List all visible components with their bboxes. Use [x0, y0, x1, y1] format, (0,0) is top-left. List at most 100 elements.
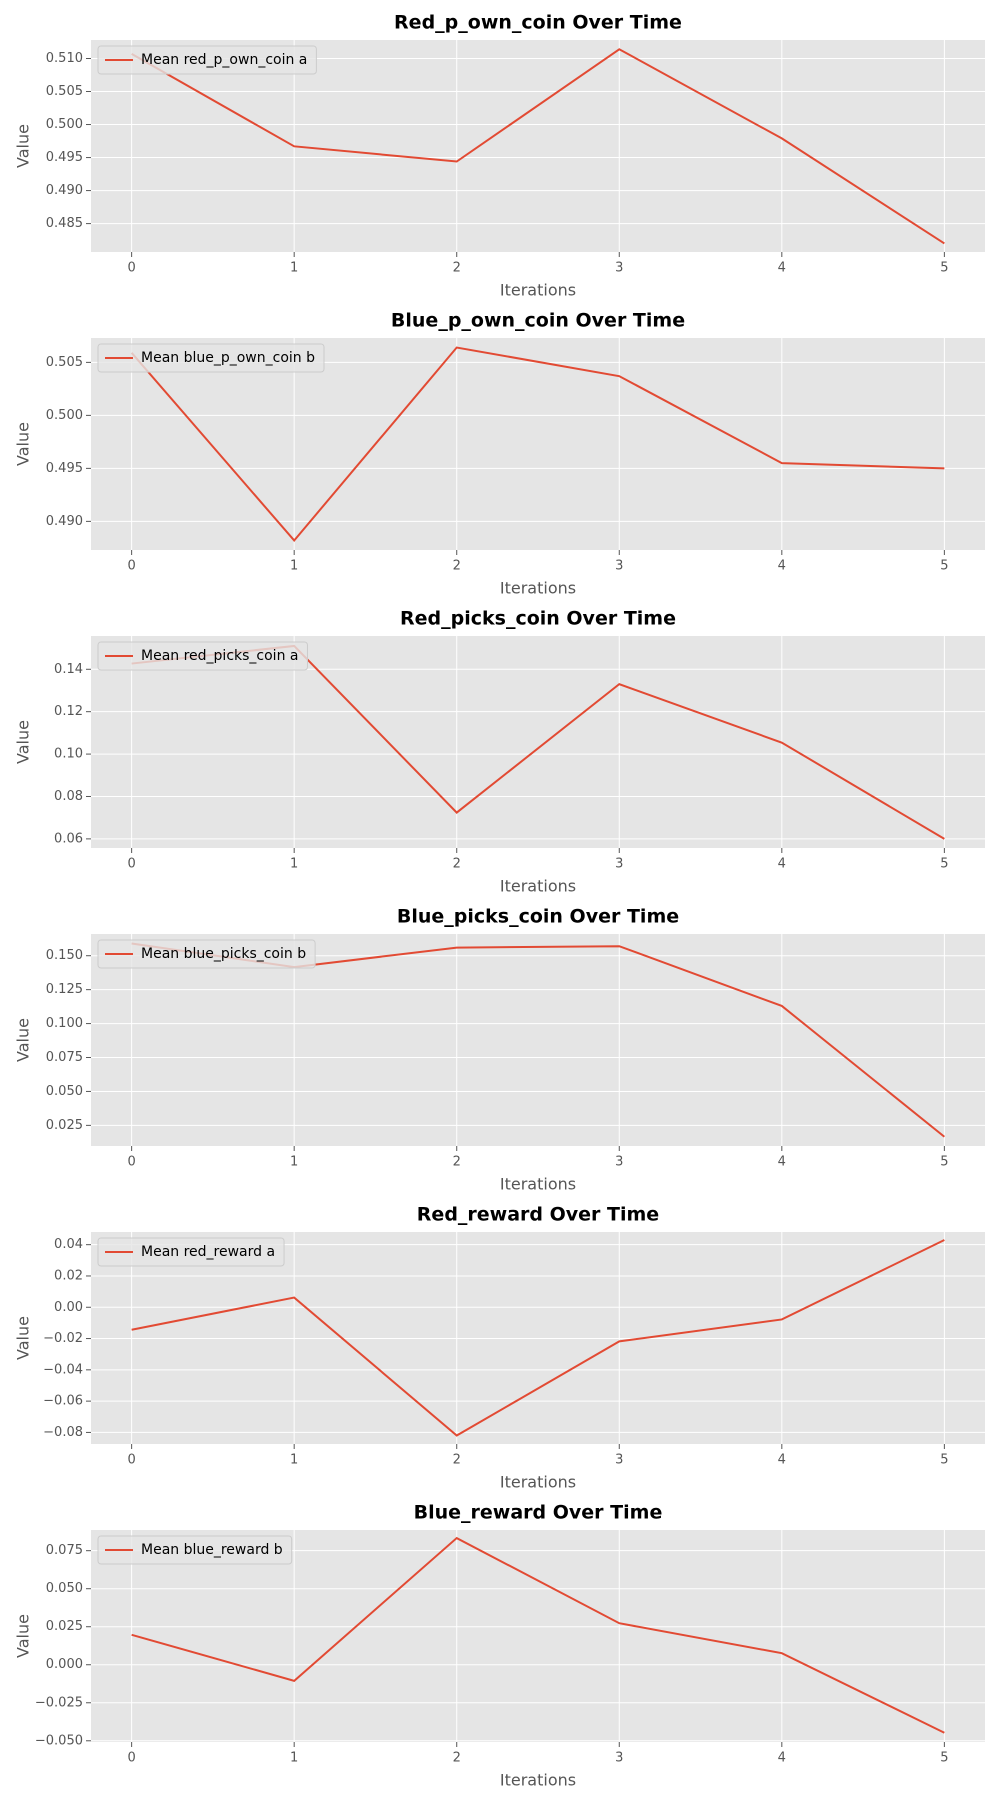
y-tick-label: −0.050: [35, 1733, 83, 1748]
x-tick-label: 4: [778, 1453, 786, 1468]
x-tick-label: 5: [940, 559, 948, 574]
y-tick-label: 0.490: [46, 183, 83, 198]
x-tick-label: 5: [940, 1751, 948, 1766]
x-tick-label: 4: [778, 1155, 786, 1170]
y-tick-label: 0.12: [54, 704, 83, 719]
x-tick-label: 0: [127, 1155, 135, 1170]
x-axis-label: Iterations: [500, 877, 576, 896]
y-tick-label: 0.125: [46, 982, 83, 997]
x-tick-label: 0: [127, 559, 135, 574]
x-tick-label: 5: [940, 261, 948, 276]
y-tick-label: 0.500: [46, 117, 83, 132]
legend-box: [97, 1535, 293, 1565]
x-tick-label: 3: [615, 1453, 623, 1468]
legend-box: [97, 1237, 285, 1267]
legend: Mean red_reward a: [97, 1237, 285, 1267]
x-axis-label: Iterations: [500, 1473, 576, 1492]
plot-area: [91, 1530, 985, 1742]
y-axis-label: Value: [14, 422, 33, 466]
y-tick-label: 0.505: [46, 84, 83, 99]
y-tick-label: 0.00: [54, 1300, 83, 1315]
x-tick-label: 0: [127, 1751, 135, 1766]
chart-title: Blue_picks_coin Over Time: [397, 906, 679, 928]
x-tick-label: 5: [940, 857, 948, 872]
y-tick-label: 0.04: [54, 1237, 83, 1252]
legend-box: [97, 641, 308, 671]
y-axis-label: Value: [14, 1316, 33, 1360]
legend-label: Mean red_p_own_coin a: [141, 52, 307, 68]
legend: Mean blue_p_own_coin b: [97, 343, 325, 373]
subplot: Blue_reward Over Time −0.050 −0.025 0.000 0.…: [14, 1502, 985, 1790]
x-tick-label: 2: [453, 857, 461, 872]
chart-title: Blue_reward Over Time: [414, 1502, 663, 1524]
y-tick-label: 0.050: [46, 1084, 83, 1099]
y-tick-label: 0.495: [46, 461, 83, 476]
y-tick-label: 0.08: [54, 789, 83, 804]
x-tick-label: 0: [127, 1453, 135, 1468]
series-line: [131, 1536, 945, 1734]
legend: Mean red_p_own_coin a: [97, 45, 317, 75]
x-tick-label: 4: [778, 1751, 786, 1766]
legend: Mean red_picks_coin a: [97, 641, 308, 671]
plot-area: [91, 636, 985, 848]
x-tick-label: 1: [290, 261, 298, 276]
x-tick-label: 3: [615, 1751, 623, 1766]
y-tick-label: 0.500: [46, 408, 83, 423]
x-axis-label: Iterations: [500, 281, 576, 300]
y-axis-label: Value: [14, 1018, 33, 1062]
x-tick-label: 1: [290, 1751, 298, 1766]
y-tick-label: −0.04: [43, 1362, 83, 1377]
y-tick-label: −0.06: [43, 1394, 83, 1409]
y-tick-label: 0.025: [46, 1118, 83, 1133]
x-axis-label: Iterations: [500, 579, 576, 598]
y-tick-label: 0.10: [54, 747, 83, 762]
legend: Mean blue_reward b: [97, 1535, 293, 1565]
legend-box: [97, 45, 317, 75]
plot-area: [91, 1232, 985, 1444]
x-tick-label: 1: [290, 559, 298, 574]
x-tick-label: 2: [453, 1751, 461, 1766]
series-line: [131, 48, 945, 245]
x-axis-label: Iterations: [500, 1175, 576, 1194]
legend-label: Mean red_reward a: [141, 1244, 275, 1260]
chart-title: Red_picks_coin Over Time: [400, 608, 676, 630]
y-tick-label: −0.025: [35, 1695, 83, 1710]
x-tick-label: 3: [615, 559, 623, 574]
x-axis-label: Iterations: [500, 1771, 576, 1790]
y-tick-label: 0.495: [46, 150, 83, 165]
y-tick-label: 0.505: [46, 355, 83, 370]
x-tick-label: 1: [290, 857, 298, 872]
y-axis-label: Value: [14, 124, 33, 168]
x-tick-label: 0: [127, 261, 135, 276]
y-tick-label: −0.02: [43, 1331, 83, 1346]
x-tick-label: 2: [453, 1155, 461, 1170]
x-tick-label: 1: [290, 1155, 298, 1170]
plot-area: [91, 40, 985, 252]
x-tick-label: 0: [127, 857, 135, 872]
x-tick-label: 4: [778, 559, 786, 574]
legend-box: [97, 343, 325, 373]
y-tick-label: 0.100: [46, 1016, 83, 1031]
plot-area: [91, 338, 985, 550]
chart-title: Red_reward Over Time: [417, 1204, 659, 1226]
x-tick-label: 2: [453, 559, 461, 574]
chart-title: Blue_p_own_coin Over Time: [391, 310, 685, 332]
series-line: [131, 1239, 945, 1437]
y-tick-label: 0.485: [46, 216, 83, 231]
y-tick-label: 0.510: [46, 51, 83, 66]
x-tick-label: 3: [615, 1155, 623, 1170]
legend: Mean blue_picks_coin b: [97, 939, 316, 969]
plot-area: [91, 934, 985, 1146]
x-tick-label: 5: [940, 1453, 948, 1468]
x-tick-label: 1: [290, 1453, 298, 1468]
x-tick-label: 2: [453, 261, 461, 276]
subplot: Blue_p_own_coin Over Time 0.490 0.495 0.500…: [14, 310, 985, 598]
legend-box: [97, 939, 316, 969]
subplot: Red_reward Over Time −0.08 −0.06 −0.04 −0.02…: [14, 1204, 985, 1492]
chart-title: Red_p_own_coin Over Time: [394, 12, 682, 34]
y-tick-label: 0.000: [46, 1657, 83, 1672]
y-tick-label: 0.490: [46, 514, 83, 529]
subplot: Red_picks_coin Over Time 0.06 0.08 0.10 0.12…: [14, 608, 985, 896]
x-tick-label: 4: [778, 857, 786, 872]
